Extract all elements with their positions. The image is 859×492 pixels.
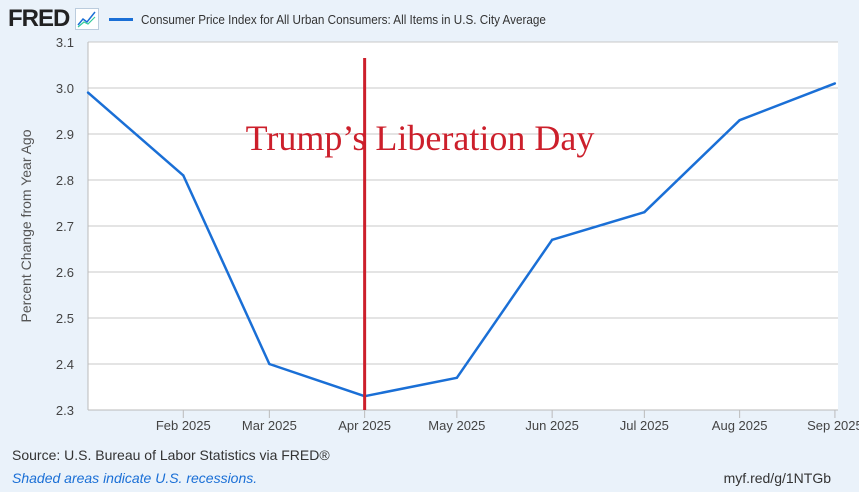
fred-logo[interactable]: FRED bbox=[8, 5, 70, 32]
y-tick-label: 2.3 bbox=[56, 403, 74, 418]
data-point bbox=[738, 119, 741, 122]
x-tick-label: May 2025 bbox=[428, 418, 485, 433]
source-note: Source: U.S. Bureau of Labor Statistics … bbox=[12, 447, 330, 463]
y-tick-label: 2.8 bbox=[56, 173, 74, 188]
x-tick-label: Jun 2025 bbox=[525, 418, 579, 433]
x-tick-label: Mar 2025 bbox=[242, 418, 297, 433]
y-tick-label: 2.4 bbox=[56, 357, 74, 372]
data-point bbox=[833, 82, 837, 85]
y-tick-label: 2.9 bbox=[56, 127, 74, 142]
y-tick-label: 3.1 bbox=[56, 35, 74, 50]
data-point bbox=[268, 362, 271, 366]
y-tick-label: 2.5 bbox=[56, 311, 74, 326]
line-chart-icon bbox=[75, 8, 100, 30]
recession-note: Shaded areas indicate U.S. recessions. bbox=[12, 470, 258, 486]
x-tick-label: Feb 2025 bbox=[156, 418, 211, 433]
chart-header: FRED Consumer Price Index for All Urban … bbox=[8, 5, 591, 33]
data-point bbox=[643, 211, 646, 214]
annotation-text: Trump’s Liberation Day bbox=[246, 118, 595, 158]
x-tick-label: Apr 2025 bbox=[338, 418, 391, 433]
legend-label[interactable]: Consumer Price Index for All Urban Consu… bbox=[141, 11, 547, 27]
x-tick-label: Jul 2025 bbox=[620, 418, 669, 433]
data-point bbox=[455, 376, 459, 379]
legend-swatch bbox=[109, 17, 134, 21]
short-url[interactable]: myf.red/g/1NTGb bbox=[723, 470, 831, 486]
y-tick-label: 2.7 bbox=[56, 219, 74, 234]
data-point bbox=[550, 238, 554, 241]
y-tick-label: 2.6 bbox=[56, 265, 74, 280]
y-tick-label: 3.0 bbox=[56, 81, 74, 96]
data-point bbox=[182, 174, 185, 177]
y-axis-label: Percent Change from Year Ago bbox=[18, 129, 34, 322]
data-point bbox=[86, 91, 90, 94]
x-tick-label: Sep 2025 bbox=[807, 418, 859, 433]
x-tick-label: Aug 2025 bbox=[712, 418, 768, 433]
